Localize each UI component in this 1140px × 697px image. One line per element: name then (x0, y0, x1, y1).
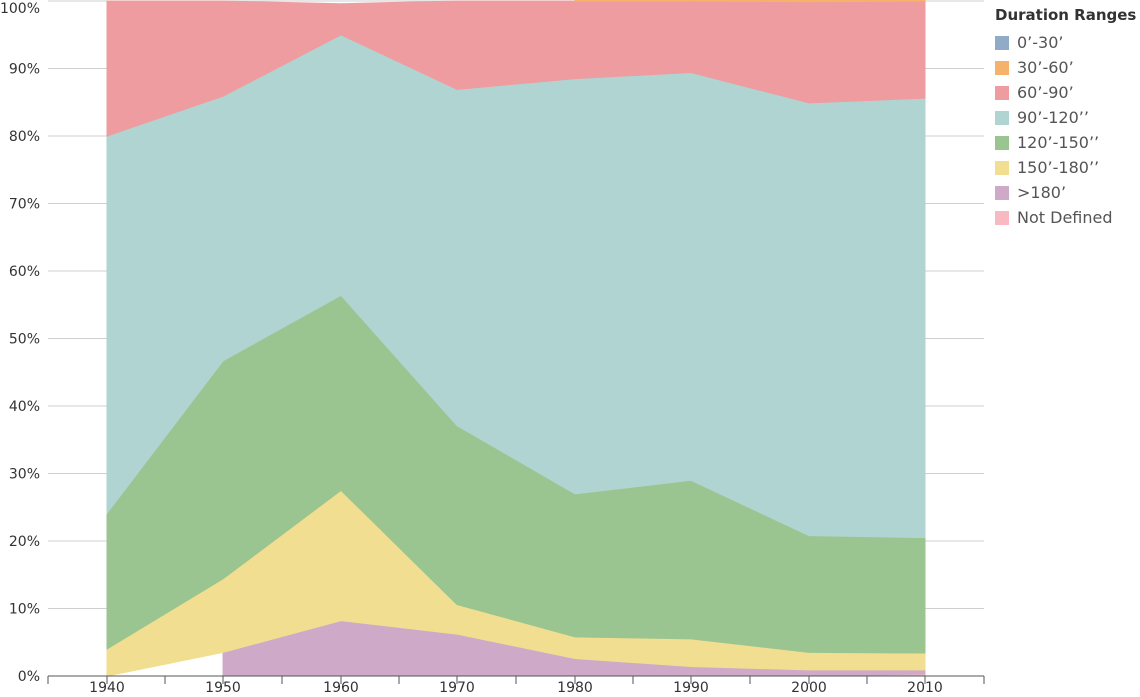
legend-item[interactable]: 30’-60’ (995, 55, 1136, 80)
y-tick-label: 90% (9, 62, 40, 78)
x-tick-label: 2010 (907, 680, 943, 696)
legend-item[interactable]: 0’-30’ (995, 30, 1136, 55)
y-tick-label: 40% (9, 399, 40, 415)
area-30-60-0 (574, 0, 926, 3)
legend-label: 150’-180’’ (1017, 158, 1100, 177)
x-tick-label: 1950 (205, 680, 241, 696)
area-60-90-0 (106, 0, 926, 137)
x-tick-label: 2000 (791, 680, 827, 696)
y-tick-label: 100% (0, 1, 40, 17)
legend: Duration Ranges 0’-30’ 30’-60’ 60’-90’ 90’-… (995, 6, 1136, 230)
y-tick-label: 80% (9, 129, 40, 145)
legend-item[interactable]: >180’ (995, 180, 1136, 205)
legend-swatch (995, 110, 1009, 125)
y-tick-label: 60% (9, 264, 40, 280)
legend-label: Not Defined (1017, 208, 1113, 227)
x-tick-label: 1980 (557, 680, 593, 696)
x-tick-label: 1960 (323, 680, 359, 696)
legend-swatch (995, 135, 1009, 150)
x-tick-label: 1940 (89, 680, 125, 696)
x-tick-label: 1970 (439, 680, 475, 696)
legend-swatch (995, 35, 1009, 50)
x-tick-label: 1990 (673, 680, 709, 696)
axes: 0% 10% 20% 30% 40% 50% 60% 70% 80% 90% 100% 1940 195… (0, 1, 985, 696)
y-tick-label: 50% (9, 332, 40, 348)
legend-item[interactable]: 90’-120’’ (995, 105, 1136, 130)
legend-swatch (995, 85, 1009, 100)
legend-item[interactable]: 60’-90’ (995, 80, 1136, 105)
area-series (106, 0, 926, 677)
legend-swatch (995, 185, 1009, 200)
legend-label: >180’ (1017, 183, 1067, 202)
y-tick-label: 70% (9, 197, 40, 213)
y-tick-label: 30% (9, 467, 40, 483)
legend-title: Duration Ranges (995, 6, 1137, 24)
legend-item[interactable]: 120’-150’’ (995, 130, 1136, 155)
legend-label: 0’-30’ (1017, 33, 1064, 52)
legend-label: 30’-60’ (1017, 58, 1074, 77)
legend-items: 0’-30’ 30’-60’ 60’-90’ 90’-120’’ 120’-150’’ 1… (995, 30, 1136, 230)
stacked-area-chart: 0% 10% 20% 30% 40% 50% 60% 70% 80% 90% 100% 1940 195… (0, 0, 985, 696)
y-tick-label: 0% (18, 669, 40, 685)
legend-item[interactable]: 150’-180’’ (995, 155, 1136, 180)
legend-label: 90’-120’’ (1017, 108, 1089, 127)
legend-swatch (995, 160, 1009, 175)
y-tick-label: 20% (9, 534, 40, 550)
legend-swatch (995, 60, 1009, 75)
legend-swatch (995, 210, 1009, 225)
legend-label: 60’-90’ (1017, 83, 1074, 102)
y-tick-label: 10% (9, 602, 40, 618)
legend-item[interactable]: Not Defined (995, 205, 1136, 230)
legend-label: 120’-150’’ (1017, 133, 1100, 152)
